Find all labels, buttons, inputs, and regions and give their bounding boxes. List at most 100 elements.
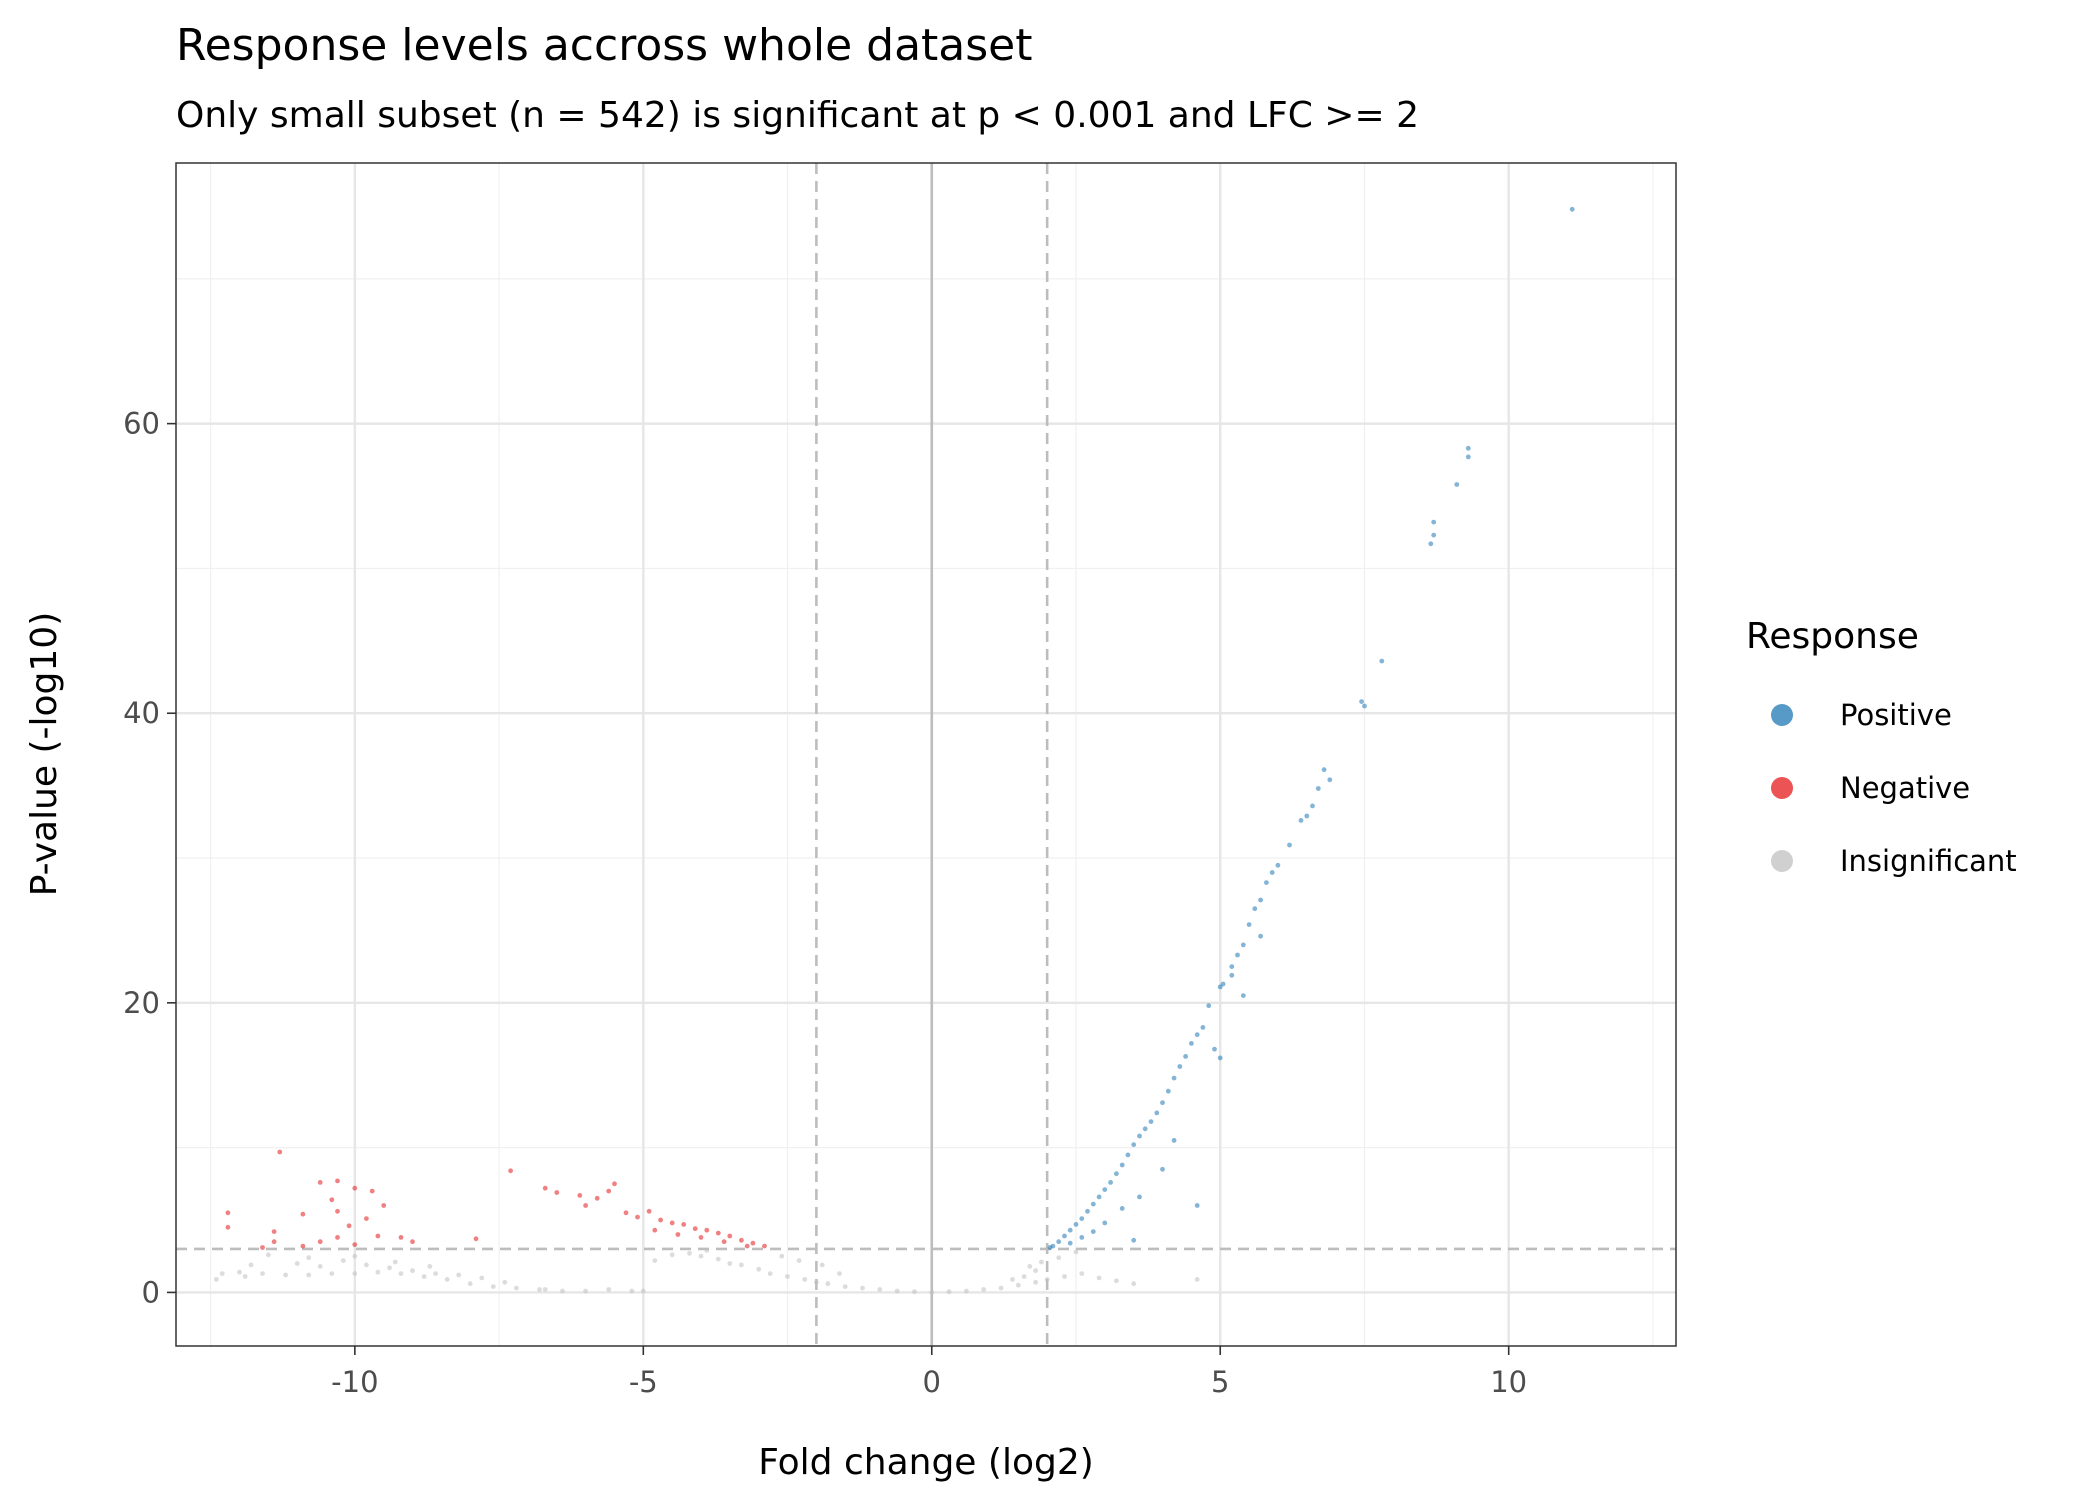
data-point	[398, 1235, 404, 1240]
data-point	[687, 1250, 692, 1256]
data-point	[802, 1277, 808, 1282]
data-point	[646, 1208, 652, 1214]
data-point	[1269, 870, 1275, 875]
y-axis-title: P-value (-log10)	[24, 612, 65, 896]
data-point	[1056, 1239, 1062, 1245]
data-point	[698, 1235, 704, 1240]
data-point	[260, 1245, 265, 1250]
data-point	[1304, 813, 1310, 819]
data-point	[225, 1224, 231, 1230]
data-point	[1119, 1162, 1125, 1168]
data-point	[1010, 1277, 1015, 1282]
data-point	[577, 1193, 583, 1198]
data-point	[1569, 206, 1575, 212]
data-point	[306, 1255, 312, 1261]
data-point	[1431, 532, 1437, 538]
data-point	[1154, 1110, 1160, 1116]
data-point	[819, 1262, 825, 1268]
data-point	[335, 1178, 340, 1184]
data-point	[704, 1227, 710, 1233]
x-axis-title: Fold change (log2)	[758, 1442, 1094, 1483]
data-point	[837, 1271, 842, 1276]
y-tick-label: 20	[123, 986, 160, 1020]
x-tick-label: 0	[923, 1365, 941, 1399]
data-point	[1096, 1275, 1102, 1281]
data-point	[744, 1243, 750, 1249]
legend-title: Response	[1746, 616, 1919, 657]
plot-border	[175, 162, 1677, 1347]
data-point	[612, 1181, 617, 1187]
data-point	[1217, 1055, 1223, 1061]
legend-label: Negative	[1840, 771, 1970, 805]
data-point	[1062, 1233, 1067, 1239]
data-point	[1235, 952, 1240, 958]
data-point	[1217, 984, 1223, 990]
data-point	[1073, 1249, 1079, 1255]
chart-subtitle: Only small subset (n = 542) is significa…	[176, 95, 1419, 136]
legend-label: Insignificant	[1840, 844, 2017, 878]
data-point	[842, 1284, 848, 1289]
data-point	[1315, 786, 1321, 791]
legend-label: Positive	[1840, 698, 1952, 732]
data-point	[1039, 1259, 1044, 1265]
data-point	[277, 1149, 283, 1155]
data-point	[739, 1262, 744, 1268]
data-point	[300, 1243, 306, 1249]
data-point	[1021, 1274, 1027, 1279]
data-point	[981, 1287, 987, 1292]
data-point	[294, 1261, 300, 1266]
data-point	[1079, 1216, 1085, 1221]
data-point	[237, 1269, 242, 1275]
data-point	[1240, 942, 1246, 948]
data-point	[271, 1239, 277, 1245]
data-point	[1114, 1171, 1119, 1177]
data-point	[346, 1223, 352, 1229]
data-point	[681, 1222, 687, 1227]
data-point	[335, 1235, 340, 1240]
data-point	[1062, 1274, 1067, 1279]
data-point	[265, 1252, 271, 1258]
data-point	[1160, 1166, 1165, 1172]
data-point	[300, 1211, 306, 1217]
data-point	[1085, 1208, 1090, 1214]
data-point	[1264, 880, 1269, 885]
data-point	[1165, 1088, 1171, 1094]
data-point	[340, 1258, 346, 1263]
data-point	[692, 1226, 698, 1232]
series-negative	[225, 1149, 767, 1250]
data-point	[1033, 1268, 1038, 1274]
legend-key	[1771, 704, 1793, 726]
data-point	[219, 1271, 225, 1276]
chart-title: Response levels accross whole dataset	[176, 20, 1033, 71]
data-point	[640, 1288, 646, 1294]
data-point	[242, 1274, 248, 1279]
data-point	[1327, 777, 1333, 783]
data-point	[214, 1277, 219, 1282]
data-point	[542, 1287, 548, 1292]
data-point	[1194, 1203, 1200, 1208]
reference-lines	[176, 163, 1676, 1346]
data-point	[727, 1261, 733, 1266]
data-point	[1148, 1119, 1154, 1124]
data-point	[1229, 964, 1235, 969]
data-point	[750, 1240, 756, 1246]
y-axis: 0 20 40 60	[123, 407, 176, 1309]
data-point	[1033, 1279, 1038, 1285]
data-point	[1096, 1194, 1102, 1200]
data-point	[392, 1259, 398, 1265]
data-point	[306, 1272, 312, 1278]
x-axis: -10 -5 0 5 10	[331, 1346, 1527, 1399]
legend-item-positive: Positive	[1771, 698, 1952, 732]
data-point	[329, 1197, 335, 1203]
data-point	[652, 1227, 658, 1233]
data-point	[1079, 1235, 1085, 1240]
data-point	[1206, 1003, 1212, 1009]
data-point	[1056, 1255, 1062, 1261]
data-point	[467, 1281, 473, 1287]
x-tick-label: 5	[1211, 1365, 1229, 1399]
data-point	[1362, 703, 1367, 709]
data-point	[1465, 454, 1471, 460]
data-point	[352, 1271, 358, 1276]
data-point	[1431, 519, 1437, 525]
